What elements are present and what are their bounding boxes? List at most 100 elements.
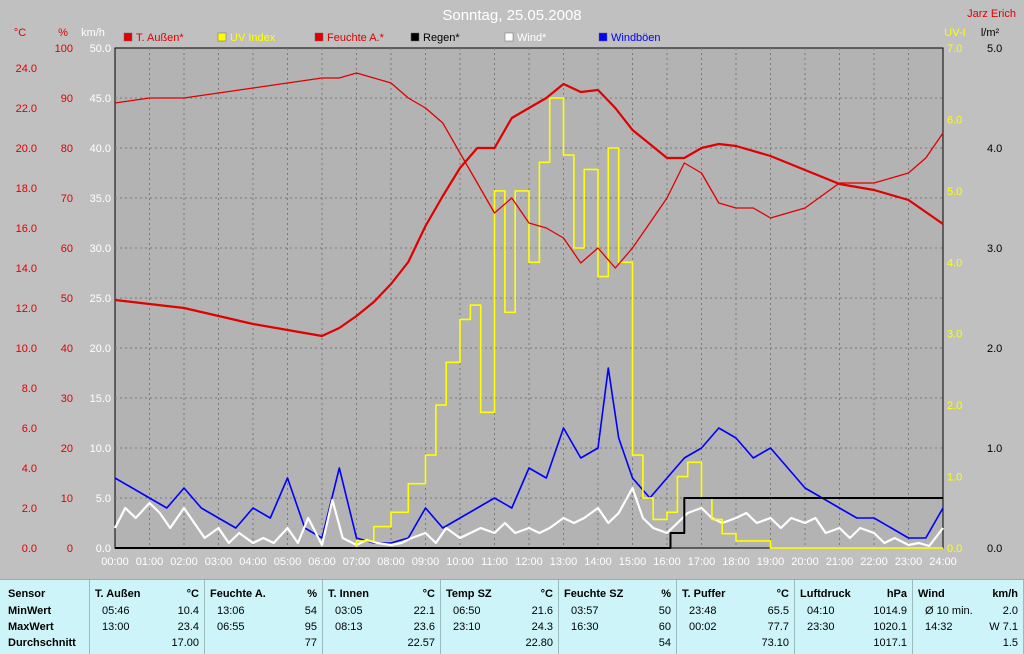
max-value: 77.7 xyxy=(767,621,789,633)
stats-column: Feuchte A.% 13:06 54 06:55 95 77 xyxy=(205,580,323,654)
legend-swatch xyxy=(123,32,133,42)
uv-axis-unit: UV-I xyxy=(944,27,965,39)
wind-tick-label: 45.0 xyxy=(90,93,111,105)
wind-tick-label: 30.0 xyxy=(90,243,111,255)
x-tick-label: 12:00 xyxy=(515,556,543,568)
min-value: 21.6 xyxy=(531,605,553,617)
humidity-tick-label: 100 xyxy=(55,43,73,55)
wind-tick-label: 25.0 xyxy=(90,293,111,305)
uv-tick-label: 5.0 xyxy=(947,186,962,198)
wind-tick-label: 40.0 xyxy=(90,143,111,155)
grid xyxy=(115,48,943,548)
x-tick-label: 01:00 xyxy=(136,556,164,568)
weather-chart: 00:00 01:00 02:00 03:00 04:00 05:00 06:00 07:00… xyxy=(13,7,1016,568)
series-line-regen xyxy=(115,497,943,549)
min-value: 10.4 xyxy=(177,605,199,617)
statistics-panel: Sensor MinWert MaxWert Durchschnitt T. A… xyxy=(0,579,1024,654)
series-line-uv-index xyxy=(115,97,943,549)
humidity-tick-label: 90 xyxy=(61,93,73,105)
uv-tick-label: 0.0 xyxy=(947,543,962,555)
x-tick-label: 11:00 xyxy=(481,556,508,568)
corner-label: Jarz Erich xyxy=(967,8,1016,20)
x-tick-label: 00:00 xyxy=(101,556,129,568)
x-tick-label: 22:00 xyxy=(860,556,888,568)
max-value: 24.3 xyxy=(531,621,553,633)
temp-tick-label: 24.0 xyxy=(16,63,37,75)
x-tick-label: 18:00 xyxy=(722,556,750,568)
min-time: 03:05 xyxy=(335,605,363,617)
column-title: Feuchte SZ xyxy=(564,588,624,600)
uv-tick-label: 2.0 xyxy=(947,400,962,412)
x-tick-label: 10:00 xyxy=(446,556,474,568)
humidity-tick-label: 20 xyxy=(61,443,73,455)
rain-tick-label: 5.0 xyxy=(987,43,1002,55)
column-unit: % xyxy=(307,588,317,600)
average-value: 1017.1 xyxy=(873,637,907,649)
max-time: 23:10 xyxy=(453,621,481,633)
average-value: 1.5 xyxy=(1002,637,1018,649)
column-title: T. Puffer xyxy=(682,588,726,600)
legend-swatch xyxy=(314,32,324,42)
legend-swatch xyxy=(217,32,227,42)
min-time: 06:50 xyxy=(453,605,481,617)
series-line-windb-en xyxy=(114,367,944,544)
humidity-tick-label: 80 xyxy=(61,143,73,155)
min-time: Ø 10 min. xyxy=(925,605,973,617)
temp-tick-label: 4.0 xyxy=(22,463,37,475)
x-tick-label: 08:00 xyxy=(377,556,405,568)
humidity-tick-label: 30 xyxy=(61,393,73,405)
uv-tick-label: 3.0 xyxy=(947,329,962,341)
chart-title: Sonntag, 25.05.2008 xyxy=(442,7,581,24)
row-label-avg: Durchschnitt xyxy=(8,637,76,649)
max-value: 23.4 xyxy=(177,621,199,633)
x-tick-label: 06:00 xyxy=(308,556,336,568)
series-layer xyxy=(114,72,944,549)
stats-column: T. Außen °C 05:46 10.4 13:00 23.4 17.00 xyxy=(90,580,205,654)
max-value: 95 xyxy=(304,621,317,633)
column-title: Feuchte A. xyxy=(210,588,266,600)
column-title: Wind xyxy=(918,588,945,600)
legend-label: T. Außen* xyxy=(136,32,184,44)
x-tick-label: 14:00 xyxy=(584,556,612,568)
legend-swatch xyxy=(598,32,608,42)
stats-row-labels: Sensor MinWert MaxWert Durchschnitt xyxy=(0,580,90,654)
temp-tick-label: 10.0 xyxy=(16,343,37,355)
humidity-axis-unit: % xyxy=(58,27,68,39)
uv-tick-label: 7.0 xyxy=(947,43,962,55)
average-value: 22.80 xyxy=(525,637,553,649)
wind-tick-label: 35.0 xyxy=(90,193,111,205)
column-title: T. Innen xyxy=(328,588,369,600)
min-time: 04:10 xyxy=(807,605,835,617)
x-tick-label: 02:00 xyxy=(170,556,198,568)
max-time: 23:30 xyxy=(807,621,835,633)
x-tick-label: 05:00 xyxy=(274,556,302,568)
max-value: 23.6 xyxy=(413,621,435,633)
rain-tick-label: 0.0 xyxy=(987,543,1002,555)
temp-tick-label: 2.0 xyxy=(22,503,37,515)
stats-column: Luftdruck hPa 04:10 1014.9 23:30 1020.1 1017.1 xyxy=(795,580,913,654)
legend-label: Wind* xyxy=(517,32,547,44)
temp-tick-label: 0.0 xyxy=(22,543,37,555)
uv-tick-label: 4.0 xyxy=(947,257,962,269)
uv-tick-label: 6.0 xyxy=(947,114,962,126)
min-time: 13:06 xyxy=(217,605,245,617)
legend-label: UV Index xyxy=(230,32,276,44)
column-unit: % xyxy=(661,588,671,600)
humidity-tick-label: 10 xyxy=(61,493,73,505)
max-time: 13:00 xyxy=(102,621,130,633)
min-time: 05:46 xyxy=(102,605,130,617)
stats-column: T. Puffer °C 23:48 65.5 00:02 77.7 73.10 xyxy=(677,580,795,654)
rain-axis-unit: l/m² xyxy=(981,27,1000,39)
temp-tick-label: 20.0 xyxy=(16,143,37,155)
min-time: 23:48 xyxy=(689,605,717,617)
series-line-feuchte-a xyxy=(114,72,944,269)
stats-column: Wind km/h Ø 10 min. 2.0 14:32 W 7.1 1.5 xyxy=(913,580,1024,654)
average-value: 77 xyxy=(304,637,317,649)
temp-tick-label: 18.0 xyxy=(16,183,37,195)
stats-column: Feuchte SZ% 03:57 50 16:30 60 54 xyxy=(559,580,677,654)
x-tick-label: 23:00 xyxy=(895,556,923,568)
wind-tick-label: 20.0 xyxy=(90,343,111,355)
humidity-tick-label: 70 xyxy=(61,193,73,205)
humidity-tick-label: 50 xyxy=(61,293,73,305)
rain-tick-label: 2.0 xyxy=(987,343,1002,355)
